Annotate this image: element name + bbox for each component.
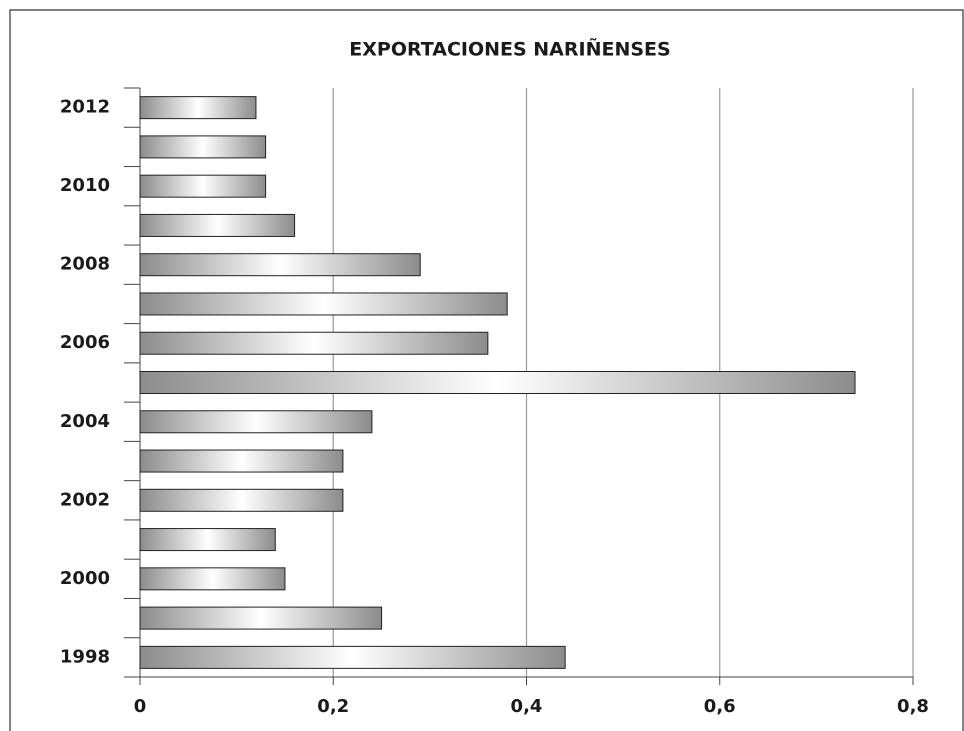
x-tick-label: 0,4 (511, 696, 543, 717)
y-tick-label: 2006 (60, 332, 110, 353)
bar (139, 213, 296, 237)
bar (139, 292, 508, 316)
bar (139, 449, 344, 473)
bar (139, 96, 257, 120)
bar (139, 410, 373, 434)
bar (139, 253, 421, 277)
chart-title: EXPORTACIONES NARIÑENSES (349, 37, 670, 61)
y-tick-label: 2012 (60, 97, 110, 118)
bar (139, 331, 489, 355)
bar (139, 606, 383, 630)
bar (139, 174, 267, 198)
bar (139, 371, 856, 394)
frame (9, 9, 964, 731)
y-tick-label: 2004 (60, 411, 110, 432)
x-tick-label: 0,2 (317, 696, 349, 717)
y-tick-label: 1998 (60, 646, 110, 667)
bar (139, 528, 276, 552)
x-tick-label: 0,8 (897, 696, 929, 717)
y-tick-label: 2000 (60, 568, 110, 589)
bar (139, 488, 344, 512)
y-tick-label: 2002 (60, 489, 110, 510)
x-tick-label: 0 (134, 696, 147, 717)
x-tick-label: 0,6 (704, 696, 736, 717)
y-tick-label: 2010 (60, 175, 110, 196)
y-tick-label: 2008 (60, 254, 110, 275)
bar (139, 567, 286, 591)
bar (139, 645, 566, 669)
bar (139, 135, 267, 159)
